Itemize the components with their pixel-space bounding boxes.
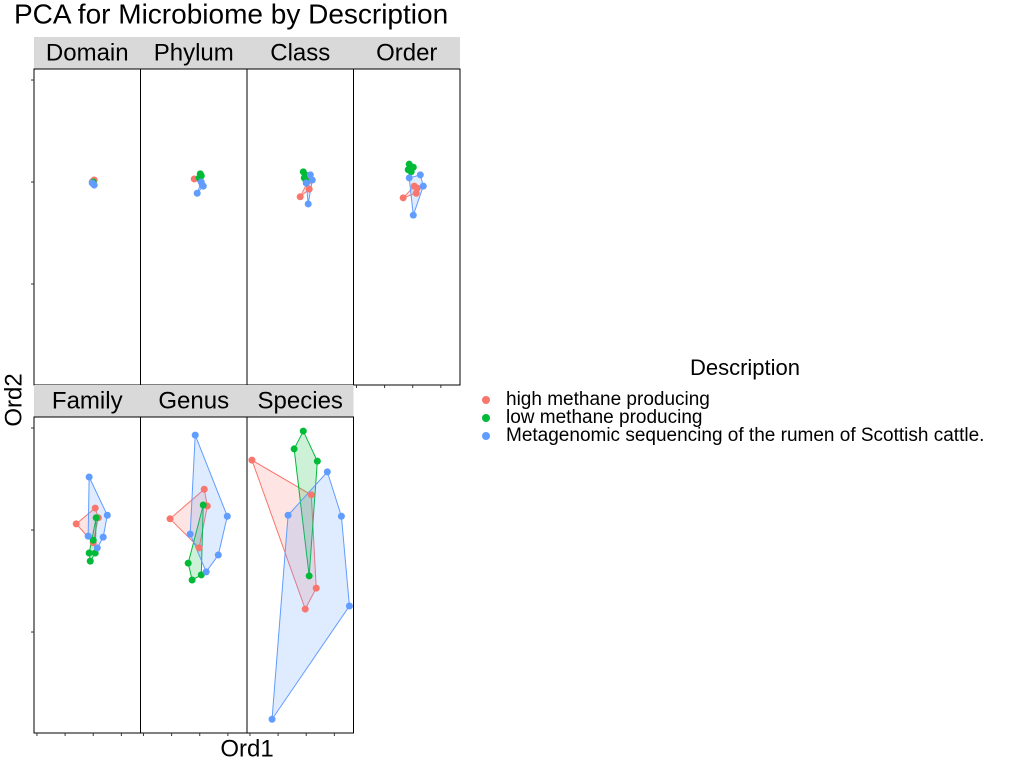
point xyxy=(72,520,80,528)
strip xyxy=(353,37,460,69)
legend-label: high methane producing xyxy=(506,389,710,410)
panel xyxy=(353,68,461,386)
point xyxy=(193,189,201,197)
point xyxy=(85,549,93,557)
point xyxy=(93,544,101,552)
point xyxy=(407,168,415,176)
point xyxy=(305,572,313,580)
strip-label: Phylum xyxy=(154,39,234,66)
point xyxy=(202,568,210,576)
point xyxy=(337,512,345,520)
point xyxy=(191,431,199,439)
point xyxy=(306,171,314,179)
point xyxy=(248,456,256,464)
point xyxy=(299,427,307,435)
point xyxy=(416,171,424,179)
point xyxy=(84,532,92,540)
point xyxy=(214,551,222,559)
strip-label: Order xyxy=(376,39,437,66)
panel xyxy=(246,416,354,734)
strip-label: Class xyxy=(270,39,330,66)
point xyxy=(199,501,207,509)
panel xyxy=(140,68,248,386)
point xyxy=(186,530,194,538)
hull xyxy=(271,470,350,722)
legend-marker xyxy=(482,414,490,422)
strip-label: Genus xyxy=(158,387,229,414)
strip-label: Family xyxy=(52,387,123,414)
point xyxy=(184,559,192,567)
point xyxy=(91,504,99,512)
point xyxy=(323,468,331,476)
point xyxy=(188,576,196,584)
point xyxy=(313,457,321,465)
legend-label: Metagenomic sequencing of the rumen of S… xyxy=(506,425,984,446)
point xyxy=(305,185,313,193)
panel xyxy=(33,416,141,734)
point xyxy=(312,584,320,592)
panel xyxy=(246,68,354,386)
point xyxy=(92,514,100,522)
point xyxy=(99,533,107,541)
strip xyxy=(247,385,354,417)
strip xyxy=(140,385,247,417)
point xyxy=(86,557,94,565)
strip xyxy=(34,385,141,417)
point xyxy=(405,174,413,182)
y-axis-label: Ord2 xyxy=(0,373,27,426)
legend-label: low methane producing xyxy=(506,407,702,428)
point xyxy=(200,485,208,493)
point xyxy=(103,511,111,519)
point xyxy=(284,511,292,519)
point xyxy=(302,179,310,187)
point xyxy=(413,184,421,192)
point xyxy=(166,515,174,523)
strip xyxy=(247,37,354,69)
point xyxy=(290,445,298,453)
legend-title: Description xyxy=(690,355,800,380)
point xyxy=(197,178,205,186)
strip xyxy=(140,37,247,69)
point xyxy=(223,512,231,520)
legend-marker xyxy=(482,432,490,440)
point xyxy=(296,193,304,201)
strip xyxy=(34,37,141,69)
x-axis-label: Ord1 xyxy=(220,735,273,762)
point xyxy=(88,179,96,187)
point xyxy=(304,200,312,208)
point xyxy=(307,491,315,499)
legend-marker xyxy=(482,396,490,404)
strip-label: Species xyxy=(258,387,343,414)
panel xyxy=(33,68,141,386)
strip-label: Domain xyxy=(46,39,129,66)
point xyxy=(301,605,309,613)
point xyxy=(89,536,97,544)
point xyxy=(409,211,417,219)
point xyxy=(399,194,407,202)
point xyxy=(345,602,353,610)
point xyxy=(268,715,276,723)
chart-title: PCA for Microbiome by Description xyxy=(14,0,448,29)
point xyxy=(85,473,93,481)
point xyxy=(419,182,427,190)
point xyxy=(195,544,203,552)
